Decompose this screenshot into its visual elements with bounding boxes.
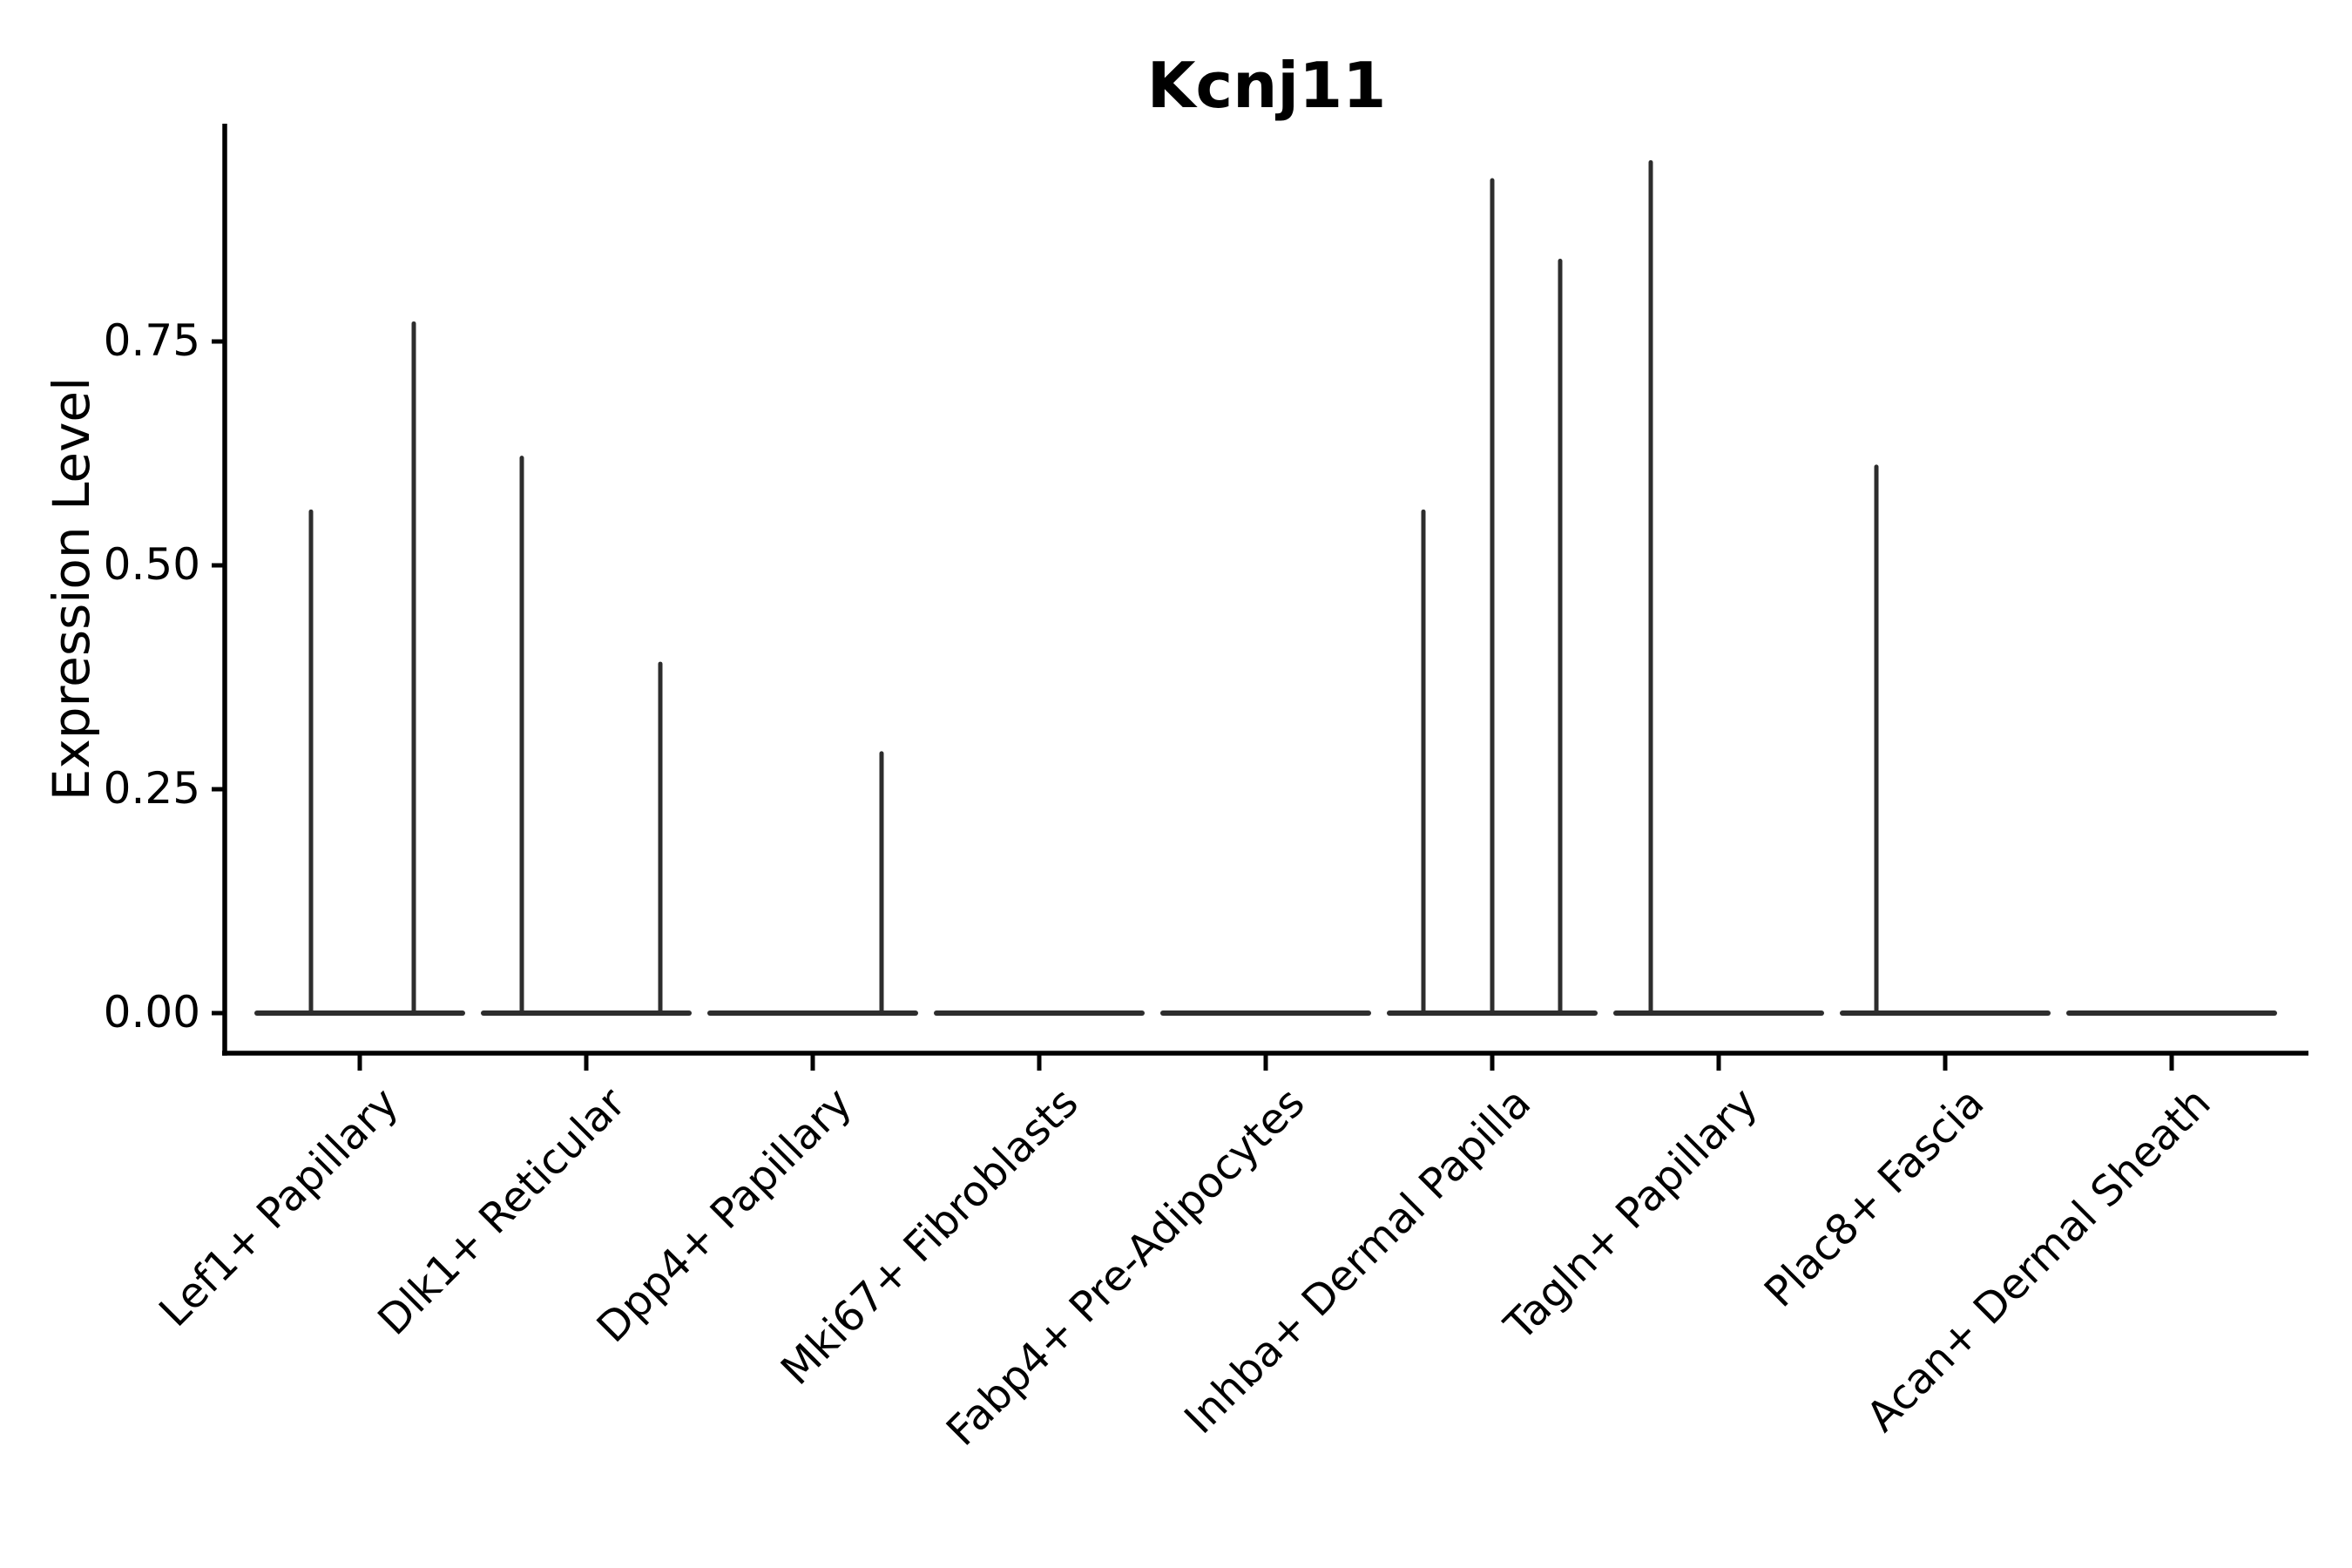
plot-title: Kcnj11 [1146,49,1387,122]
y-tick-label: 0.50 [103,538,200,590]
y-tick-label: 0.25 [103,762,200,814]
y-tick-label: 0.00 [103,986,200,1037]
y-tick-label: 0.75 [103,314,200,366]
